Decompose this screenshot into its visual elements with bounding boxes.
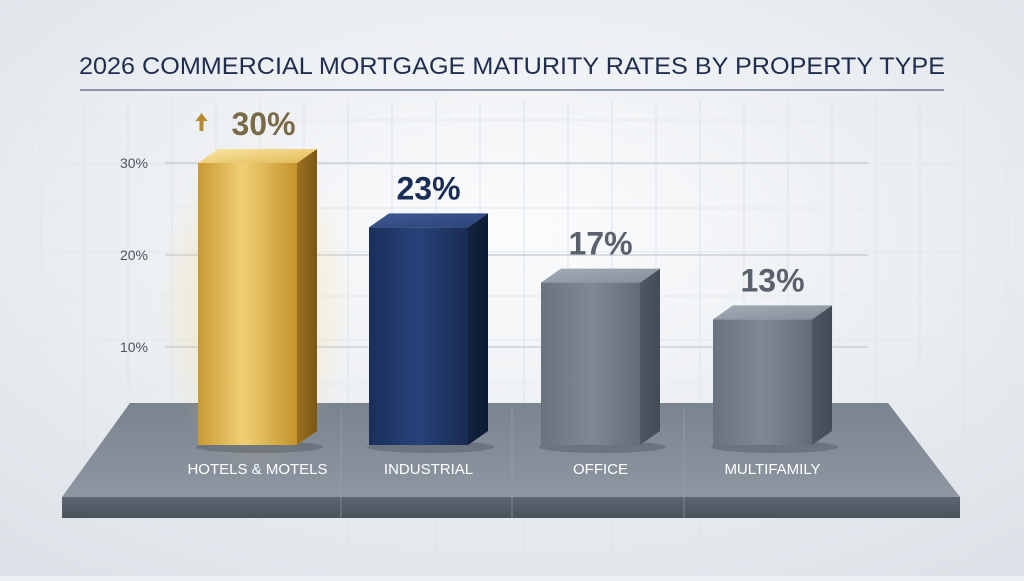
bar-front (541, 282, 640, 445)
platform-dividers (340, 408, 685, 518)
bar-top (713, 305, 832, 320)
category-labels-group: HOTELS & MOTELS INDUSTRIAL OFFICE MULTIFAMI… (187, 461, 820, 478)
y-tick-label: 10% (120, 339, 148, 355)
bar-side (297, 149, 317, 445)
bar-front (713, 319, 812, 445)
value-label: 17% (568, 226, 632, 262)
bars-group (160, 134, 838, 474)
chart-title: 2026 COMMERCIAL MORTGAGE MATURITY RATES … (79, 53, 945, 80)
bar-top (541, 268, 660, 283)
bar-side (468, 213, 488, 445)
bar-top (369, 213, 488, 228)
y-tick-label: 20% (120, 247, 148, 263)
value-label-group: 30% (195, 106, 296, 142)
y-tick-labels: 10% 20% 30% (120, 155, 148, 355)
bar-front (369, 227, 468, 445)
platform-front (62, 497, 960, 518)
y-tick-label: 30% (120, 155, 148, 171)
bar-4 (711, 305, 838, 453)
bar-1 (160, 134, 351, 474)
category-label: HOTELS & MOTELS (187, 461, 327, 478)
category-label: INDUSTRIAL (384, 461, 473, 478)
category-label: OFFICE (573, 461, 628, 478)
bar-2 (367, 213, 494, 453)
value-labels-group: 30% 23% 17% 13% (195, 106, 805, 298)
bar-3 (539, 268, 666, 453)
bar-side (640, 268, 660, 445)
category-label: MULTIFAMILY (724, 461, 820, 478)
value-label: 23% (396, 170, 460, 206)
bar-top (198, 149, 317, 163)
value-label: 30% (231, 106, 295, 142)
arrow-up-icon (195, 113, 208, 131)
bar-front (198, 163, 297, 445)
bar-side (812, 305, 832, 445)
value-label: 13% (740, 262, 804, 298)
